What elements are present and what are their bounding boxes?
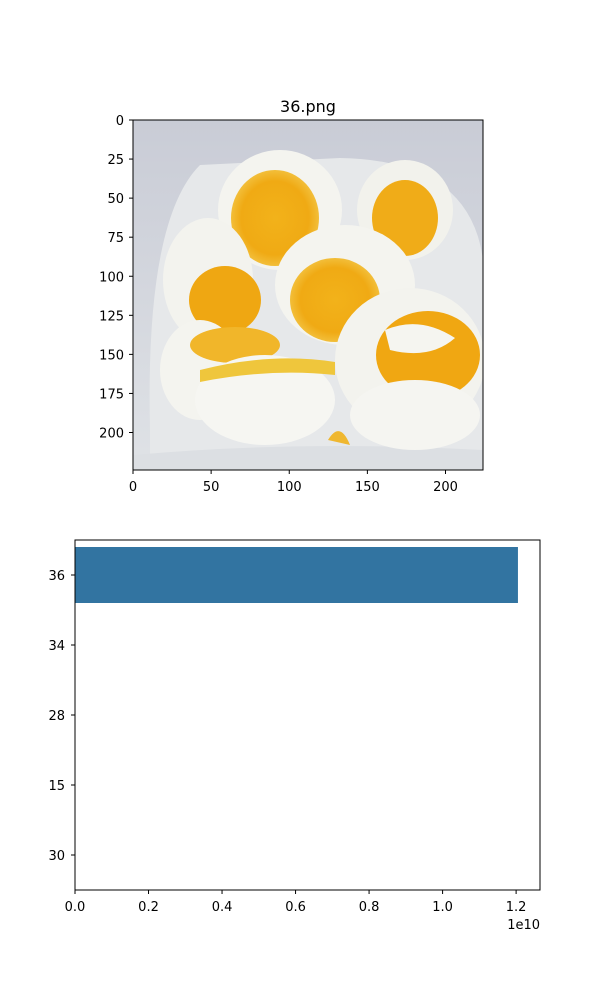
image-x-tick-label: 100 [277,480,302,495]
image-y-tick-label: 50 [107,192,124,207]
image-y-tick-label: 200 [99,427,124,442]
image-x-tick-label: 150 [355,480,380,495]
image-x-tick-label: 0 [129,480,137,495]
bar-x-tick-label: 0.4 [212,900,233,915]
bar-x-tick-label: 0.0 [65,900,86,915]
bar-x-tick-label: 1.2 [506,900,527,915]
bar-y-tick-label: 30 [48,849,65,864]
x-offset-label: 1e10 [507,918,540,933]
bar-y-tick-label: 36 [48,569,65,584]
image-frame [132,119,484,471]
image-y-tick-label: 100 [99,270,124,285]
bar-x-axis: 0.0 0.2 0.4 0.6 0.8 1.0 1.2 [65,890,527,915]
bar-y-tick-label: 34 [48,639,65,654]
bar-x-tick-label: 0.6 [285,900,306,915]
image-panel: 36.png [99,97,484,495]
image-y-tick-label: 125 [99,309,124,324]
image-title: 36.png [280,97,336,116]
image-y-tick-label: 150 [99,348,124,363]
bar-chart-panel: 0.0 0.2 0.4 0.6 0.8 1.0 1.2 36 34 28 15 30 1e10 [48,539,541,933]
image-y-tick-label: 25 [107,153,124,168]
image-x-tick-label: 50 [203,480,220,495]
image-y-axis: 0 25 50 75 100 125 150 175 200 [99,114,133,442]
image-y-tick-label: 0 [116,114,124,129]
bar-x-tick-label: 0.8 [359,900,380,915]
egg-image [133,120,483,470]
image-y-tick-label: 175 [99,387,124,402]
image-x-tick-label: 200 [433,480,458,495]
bar-x-tick-label: 0.2 [138,900,159,915]
bar-x-tick-label: 1.0 [432,900,453,915]
image-y-tick-label: 75 [107,231,124,246]
image-x-axis: 0 50 100 150 200 [129,470,458,495]
bar-36 [75,547,518,603]
bar-y-axis: 36 34 28 15 30 [48,569,75,864]
bar-y-tick-label: 28 [48,709,65,724]
bar-y-tick-label: 15 [48,779,65,794]
bars [75,547,518,603]
